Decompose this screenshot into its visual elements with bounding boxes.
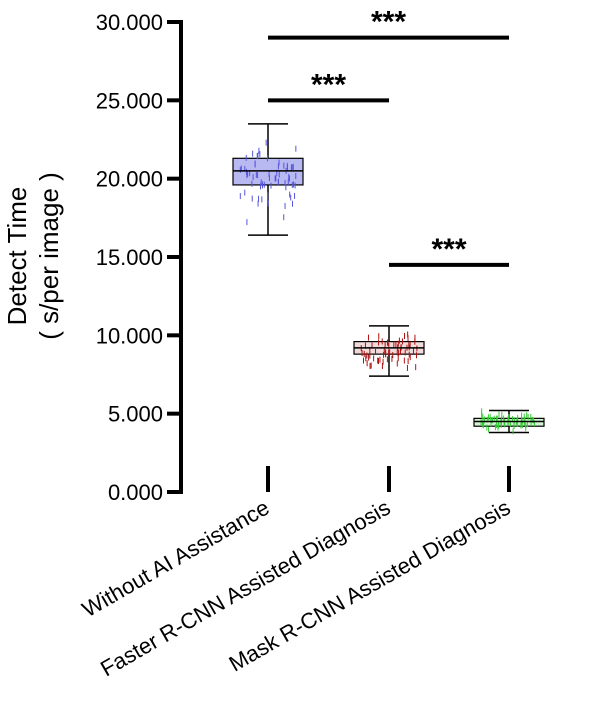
y-tick-label: 20.000 xyxy=(96,167,163,192)
y-axis-group: 0.000 5.000 10.000 15.000 20.000 25.000 30.000 xyxy=(96,10,511,505)
y-tick-label: 15.000 xyxy=(96,245,163,270)
boxes-group xyxy=(232,123,545,435)
y-tick-label: 0.000 xyxy=(108,480,163,505)
y-title-group: Detect Time ( s/per image ) xyxy=(2,172,64,340)
y-tick-label: 25.000 xyxy=(96,88,163,113)
significance-label: *** xyxy=(371,6,406,39)
significance-label: *** xyxy=(311,68,346,101)
y-tick-label: 5.000 xyxy=(108,402,163,427)
y-tick-label: 10.000 xyxy=(96,323,163,348)
significance-label: *** xyxy=(431,233,466,266)
y-tick-label: 30.000 xyxy=(96,10,163,35)
significance-group: *** *** *** xyxy=(268,6,509,267)
y-axis-title: Detect Time xyxy=(2,187,32,326)
box-iqr xyxy=(232,157,304,186)
box-group-3 xyxy=(473,408,545,435)
box-group-1 xyxy=(232,123,304,236)
y-axis-unit: ( s/per image ) xyxy=(34,172,64,340)
box-group-2 xyxy=(353,325,425,377)
